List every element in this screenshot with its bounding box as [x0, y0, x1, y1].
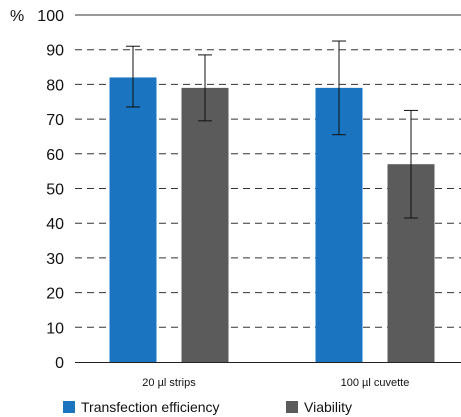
category-label: 20 µl strips — [142, 377, 196, 389]
y-axis-tick-labels: 0 10 20 30 40 50 60 70 80 90 100% — [10, 8, 64, 372]
y-tick-label: 60 — [46, 147, 64, 164]
y-tick-label: 30 — [46, 251, 64, 268]
legend-swatch-viability — [286, 401, 298, 413]
legend-label-viability: Viability — [304, 399, 352, 415]
error-bars — [126, 40, 418, 219]
y-tick-label: 0 — [55, 355, 64, 372]
legend-label-transfection-efficiency: Transfection efficiency — [81, 399, 220, 415]
bar-transfection-efficiency-0 — [109, 77, 157, 363]
legend-swatch-transfection-efficiency — [63, 401, 75, 413]
category-label: 100 µl cuvette — [341, 377, 410, 389]
y-tick-label: 40 — [46, 216, 64, 233]
y-tick-label: 50 — [46, 182, 64, 199]
y-axis-unit-label: % — [10, 8, 24, 25]
y-tick-label: 70 — [46, 112, 64, 129]
legend: Transfection efficiency Viability — [63, 399, 352, 415]
y-tick-label: 80 — [46, 77, 64, 94]
bars — [109, 77, 435, 363]
y-tick-label: 100 — [37, 8, 64, 25]
y-tick-label: 90 — [46, 43, 64, 60]
y-tick-label: 20 — [46, 286, 64, 303]
category-labels: 20 µl strips 100 µl cuvette — [142, 377, 409, 389]
bar-viability-0 — [181, 87, 229, 363]
y-tick-label: 10 — [46, 320, 64, 337]
